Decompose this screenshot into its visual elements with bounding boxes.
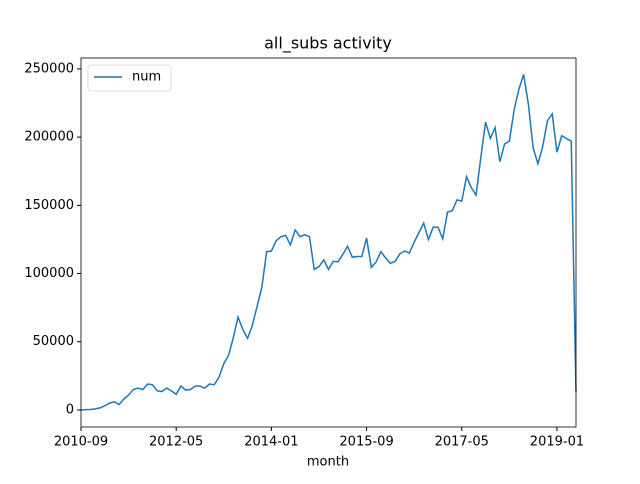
- y-tick-label: 200000: [24, 130, 74, 145]
- x-axis-label: month: [307, 455, 349, 470]
- y-tick-label: 0: [66, 402, 74, 417]
- plot-frame: [80, 57, 577, 428]
- legend-box: [87, 64, 172, 92]
- y-tick-label: 50000: [33, 334, 74, 349]
- x-tick-label: 2012-05: [149, 435, 203, 450]
- x-tick-label: 2019-01: [530, 435, 584, 450]
- legend-label: num: [132, 70, 161, 85]
- x-tick-label: 2014-01: [244, 435, 298, 450]
- line-series: [80, 74, 577, 411]
- x-tick-label: 2010-09: [54, 435, 108, 450]
- x-tick-label: 2017-05: [435, 435, 489, 450]
- x-tick-label: 2015-09: [339, 435, 393, 450]
- y-tick-label: 150000: [24, 198, 74, 213]
- chart-title: all_subs activity: [264, 34, 392, 54]
- y-tick-label: 100000: [24, 266, 74, 281]
- y-tick-label: 250000: [24, 61, 74, 76]
